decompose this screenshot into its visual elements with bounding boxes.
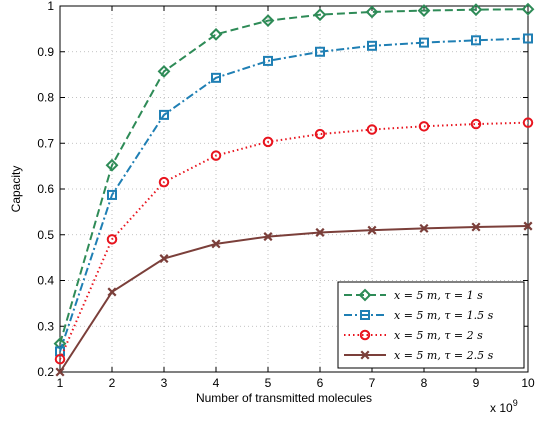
x-tick-label: 1 — [57, 376, 64, 390]
x-tick-label: 3 — [161, 376, 168, 390]
data-point-square — [471, 35, 481, 46]
data-point-circle — [106, 234, 118, 245]
data-point-circle — [262, 136, 274, 148]
data-point-x — [107, 287, 117, 297]
legend-label: x = 5 m, τ = 1 s — [394, 289, 483, 302]
data-point-diamond — [417, 4, 431, 17]
data-point-square — [159, 109, 169, 120]
data-point-circle — [158, 176, 170, 188]
data-point-x — [159, 254, 169, 264]
data-point-x — [211, 239, 221, 249]
series-line — [59, 37, 529, 352]
series-4 — [55, 221, 533, 377]
data-point-diamond — [105, 158, 119, 172]
y-tick-label: 0.5 — [37, 228, 54, 242]
series-line — [59, 225, 529, 373]
data-point-square — [360, 310, 370, 320]
data-point-diamond — [209, 27, 223, 41]
x-axis-exponent: x 109 — [490, 398, 518, 415]
legend-item: x = 5 m, τ = 2.5 s — [344, 349, 494, 362]
legend-item: x = 5 m, τ = 1 s — [344, 288, 483, 302]
data-point-diamond — [358, 288, 372, 302]
series-2 — [55, 33, 533, 357]
y-tick-label: 0.2 — [37, 365, 54, 379]
x-axis-label: Number of transmitted molecules — [196, 391, 372, 405]
data-point-x — [263, 232, 273, 242]
y-tick-label: 1 — [47, 0, 54, 13]
data-point-square — [315, 46, 325, 57]
series-3 — [54, 117, 534, 365]
x-tick-label: 2 — [109, 376, 116, 390]
x-tick-label: 4 — [213, 376, 220, 390]
data-point-diamond — [313, 8, 327, 22]
x-axis-exponent-power: 9 — [513, 398, 518, 408]
legend: x = 5 m, τ = 1 s x = 5 m, τ = 1.5 s x = 5 … — [337, 281, 525, 369]
data-point-circle — [314, 128, 326, 140]
x-tick-label: 5 — [265, 376, 272, 390]
data-point-x — [471, 222, 481, 232]
data-point-x — [523, 221, 533, 231]
data-point-square — [367, 40, 377, 51]
data-point-circle — [54, 353, 66, 365]
x-tick-label: 6 — [317, 376, 324, 390]
data-point-circle — [366, 124, 378, 135]
data-point-circle — [418, 121, 430, 132]
legend-label: x = 5 m, τ = 1.5 s — [394, 309, 494, 322]
data-point-diamond — [469, 3, 483, 17]
data-point-diamond — [521, 2, 535, 16]
data-point-circle — [522, 117, 534, 128]
x-tick-label: 9 — [473, 376, 480, 390]
data-point-x — [419, 223, 429, 233]
data-point-circle — [210, 150, 222, 161]
data-point-square — [211, 72, 221, 83]
axis-ticks: 1 2 3 4 5 6 7 8 9 10 0.2 0.3 0.4 0.5 0.6 0.7 0.8 0.9 1 — [37, 0, 535, 390]
data-point-diamond — [261, 14, 275, 28]
x-tick-label: 10 — [521, 376, 535, 390]
data-point-circle — [359, 329, 371, 341]
y-axis-label: Capacity — [9, 166, 23, 213]
legend-item: x = 5 m, τ = 1.5 s — [344, 309, 494, 322]
y-tick-label: 0.4 — [37, 274, 54, 288]
data-point-diamond — [157, 65, 171, 78]
data-point-square — [523, 33, 533, 44]
series-layer — [53, 2, 535, 377]
data-point-x — [360, 350, 370, 360]
series-line — [59, 8, 529, 344]
y-tick-label: 0.7 — [37, 136, 54, 150]
legend-label: x = 5 m, τ = 2.5 s — [394, 349, 494, 362]
x-tick-label: 7 — [369, 376, 376, 390]
y-tick-label: 0.6 — [37, 182, 54, 196]
legend-item: x = 5 m, τ = 2 s — [344, 329, 483, 342]
x-axis-exponent-base: x 10 — [490, 401, 513, 415]
data-point-diamond — [365, 5, 379, 19]
data-point-x — [55, 367, 65, 377]
y-tick-label: 0.8 — [37, 91, 54, 105]
data-point-x — [367, 225, 377, 235]
data-point-x — [315, 227, 325, 237]
data-point-circle — [470, 118, 482, 130]
x-tick-label: 8 — [421, 376, 428, 390]
data-point-square — [263, 55, 273, 66]
data-point-square — [419, 37, 429, 48]
y-tick-label: 0.3 — [37, 319, 54, 333]
legend-label: x = 5 m, τ = 2 s — [394, 329, 483, 342]
data-point-square — [107, 189, 117, 200]
y-tick-label: 0.9 — [37, 45, 54, 59]
